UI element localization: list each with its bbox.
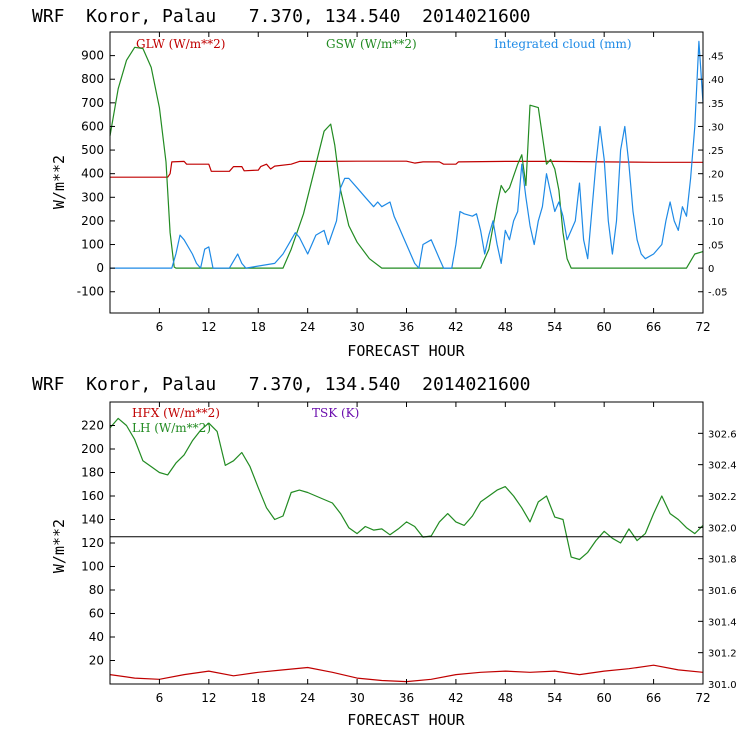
x-tick-label: 6	[156, 320, 164, 334]
y2-tick-label: 301.6	[708, 586, 737, 597]
y2-tick-label: 302.4	[708, 461, 737, 472]
radiation-cloud-panel: WRF Koror, Palau 7.370, 134.540 20140216…	[32, 6, 728, 360]
y-tick-label: 120	[81, 536, 104, 550]
x-tick-label: 72	[695, 320, 710, 334]
y2-tick-label: 301.4	[708, 617, 737, 628]
surface-flux-panel: WRF Koror, Palau 7.370, 134.540 20140216…	[32, 374, 737, 729]
x-tick-label: 12	[201, 691, 216, 705]
y2-tick-label: 302.6	[708, 429, 737, 440]
panel-2-ylabel: W/m**2	[50, 519, 68, 573]
y-tick-label: 100	[81, 238, 104, 252]
y2-tick-label: .45	[708, 52, 724, 63]
y-tick-label: 80	[89, 583, 104, 597]
x-tick-label: 36	[399, 691, 414, 705]
x-tick-label: 18	[251, 691, 266, 705]
x-tick-label: 42	[448, 320, 463, 334]
y-tick-label: 900	[81, 49, 104, 63]
y-tick-label: 200	[81, 214, 104, 228]
y-tick-label: 800	[81, 72, 104, 86]
x-tick-label: 54	[547, 320, 562, 334]
y-tick-label: 600	[81, 119, 104, 133]
x-tick-label: 30	[349, 691, 364, 705]
y2-tick-label: .05	[708, 241, 724, 252]
x-tick-label: 24	[300, 691, 315, 705]
y2-tick-label: .20	[708, 170, 724, 181]
y2-tick-label: .25	[708, 146, 724, 157]
legend-lh: LH (W/m**2)	[132, 421, 211, 435]
series-line-cloud	[110, 40, 704, 269]
y-tick-label: 60	[89, 607, 104, 621]
x-tick-label: 12	[201, 320, 216, 334]
x-tick-label: 48	[498, 691, 513, 705]
series-line-glw	[110, 160, 703, 178]
y2-tick-label: .40	[708, 75, 724, 86]
x-tick-label: 60	[597, 691, 612, 705]
legend-tsk: TSK (K)	[312, 406, 359, 420]
y-tick-label: 0	[96, 261, 104, 275]
y-tick-label: 20	[89, 654, 104, 668]
x-tick-label: 36	[399, 320, 414, 334]
x-tick-label: 66	[646, 320, 661, 334]
y-tick-label: 400	[81, 167, 104, 181]
panel-1-ylabel: W/m**2	[50, 155, 68, 209]
y2-tick-label: 301.0	[708, 680, 737, 691]
x-tick-label: 54	[547, 691, 562, 705]
y2-tick-label: -.05	[708, 288, 728, 299]
series-line-lh	[109, 417, 704, 561]
legend-integrated-cloud: Integrated cloud (mm)	[494, 37, 632, 51]
x-tick-label: 48	[498, 320, 513, 334]
y2-tick-label: .35	[708, 99, 724, 110]
panel-1-title: WRF Koror, Palau 7.370, 134.540 20140216…	[32, 6, 531, 27]
x-tick-label: 60	[597, 320, 612, 334]
y2-tick-label: 302.0	[708, 523, 737, 534]
y-tick-label: 500	[81, 143, 104, 157]
y-tick-label: 100	[81, 560, 104, 574]
y-tick-label: 160	[81, 489, 104, 503]
y-tick-label: 300	[81, 190, 104, 204]
y-tick-label: -100	[77, 285, 104, 299]
y2-tick-label: .30	[708, 122, 724, 133]
x-tick-label: 18	[251, 320, 266, 334]
y2-tick-label: .10	[708, 217, 724, 228]
series-line-gsw	[109, 46, 704, 269]
y2-tick-label: .15	[708, 193, 724, 204]
x-tick-label: 42	[448, 691, 463, 705]
y-tick-label: 700	[81, 96, 104, 110]
x-tick-label: 72	[695, 691, 710, 705]
x-tick-label: 24	[300, 320, 315, 334]
panel-2-xlabel: FORECAST HOUR	[347, 711, 465, 729]
panel-1-xlabel: FORECAST HOUR	[347, 342, 465, 360]
legend-glw: GLW (W/m**2)	[136, 37, 225, 51]
x-tick-label: 30	[349, 320, 364, 334]
y-tick-label: 140	[81, 513, 104, 527]
y2-tick-label: 0	[708, 264, 714, 275]
panel-2-title: WRF Koror, Palau 7.370, 134.540 20140216…	[32, 374, 531, 395]
y2-tick-label: 301.8	[708, 555, 737, 566]
y-tick-label: 180	[81, 466, 104, 480]
x-tick-label: 66	[646, 691, 661, 705]
legend-hfx: HFX (W/m**2)	[132, 406, 220, 420]
legend-gsw: GSW (W/m**2)	[326, 37, 417, 51]
y-tick-label: 40	[89, 630, 104, 644]
x-tick-label: 6	[156, 691, 164, 705]
y-tick-label: 220	[81, 419, 104, 433]
y-tick-label: 200	[81, 442, 104, 456]
y2-tick-label: 302.2	[708, 492, 737, 503]
y2-tick-label: 301.2	[708, 649, 737, 660]
